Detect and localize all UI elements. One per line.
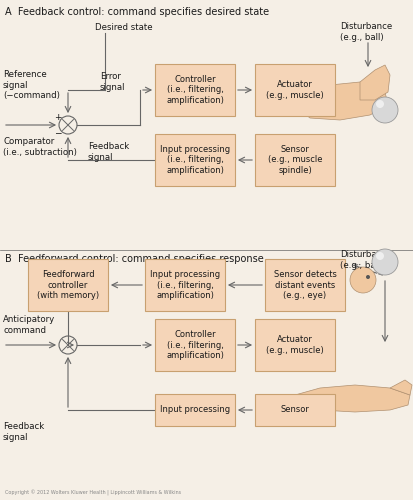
Text: Anticipatory
command: Anticipatory command [3, 315, 55, 335]
Text: A  Feedback control: command specifies desired state: A Feedback control: command specifies de… [5, 7, 269, 17]
Text: B  Feedforward control: command specifies response: B Feedforward control: command specifies… [5, 254, 264, 264]
FancyBboxPatch shape [155, 394, 235, 426]
FancyBboxPatch shape [145, 259, 225, 311]
Polygon shape [390, 380, 412, 395]
Circle shape [376, 100, 384, 108]
Text: Actuator
(e.g., muscle): Actuator (e.g., muscle) [266, 80, 324, 100]
Text: Error
signal: Error signal [100, 72, 126, 92]
Text: Feedforward
controller
(with memory): Feedforward controller (with memory) [37, 270, 99, 300]
Text: Feedback
signal: Feedback signal [88, 142, 129, 162]
Text: Sensor detects
distant events
(e.g., eye): Sensor detects distant events (e.g., eye… [273, 270, 337, 300]
Text: Sensor: Sensor [280, 406, 309, 414]
Text: Controller
(i.e., filtering,
amplification): Controller (i.e., filtering, amplificati… [166, 330, 224, 360]
Text: Copyright © 2012 Wolters Kluwer Health | Lippincott Williams & Wilkins: Copyright © 2012 Wolters Kluwer Health |… [5, 490, 181, 496]
Circle shape [376, 252, 384, 260]
FancyBboxPatch shape [155, 319, 235, 371]
Text: Desired state: Desired state [95, 24, 153, 32]
FancyBboxPatch shape [255, 394, 335, 426]
Circle shape [350, 267, 376, 293]
Text: Input processing
(i.e., filtering,
amplification): Input processing (i.e., filtering, ampli… [150, 270, 220, 300]
FancyBboxPatch shape [255, 319, 335, 371]
Circle shape [366, 275, 370, 279]
Text: Sensor
(e.g., muscle
spindle): Sensor (e.g., muscle spindle) [268, 145, 322, 176]
Polygon shape [300, 82, 388, 120]
Text: Comparator
(i.e., subtraction): Comparator (i.e., subtraction) [3, 137, 77, 157]
Text: Feedback
signal: Feedback signal [3, 422, 44, 442]
Text: +: + [54, 113, 62, 122]
FancyBboxPatch shape [155, 64, 235, 116]
Polygon shape [295, 385, 410, 412]
Text: Disturbance
(e.g., ball): Disturbance (e.g., ball) [340, 250, 392, 270]
Text: Input processing: Input processing [160, 406, 230, 414]
Polygon shape [360, 65, 390, 100]
Text: Disturbance
(e.g., ball): Disturbance (e.g., ball) [340, 22, 392, 42]
FancyBboxPatch shape [28, 259, 108, 311]
FancyBboxPatch shape [255, 134, 335, 186]
FancyBboxPatch shape [155, 134, 235, 186]
Circle shape [372, 249, 398, 275]
Text: Input processing
(i.e., filtering,
amplification): Input processing (i.e., filtering, ampli… [160, 145, 230, 176]
FancyBboxPatch shape [265, 259, 345, 311]
Text: −: − [54, 128, 62, 137]
FancyBboxPatch shape [255, 64, 335, 116]
Text: Controller
(i.e., filtering,
amplification): Controller (i.e., filtering, amplificati… [166, 74, 224, 106]
Circle shape [372, 97, 398, 123]
Text: Actuator
(e.g., muscle): Actuator (e.g., muscle) [266, 335, 324, 355]
Text: Reference
signal
(−command): Reference signal (−command) [3, 70, 60, 100]
